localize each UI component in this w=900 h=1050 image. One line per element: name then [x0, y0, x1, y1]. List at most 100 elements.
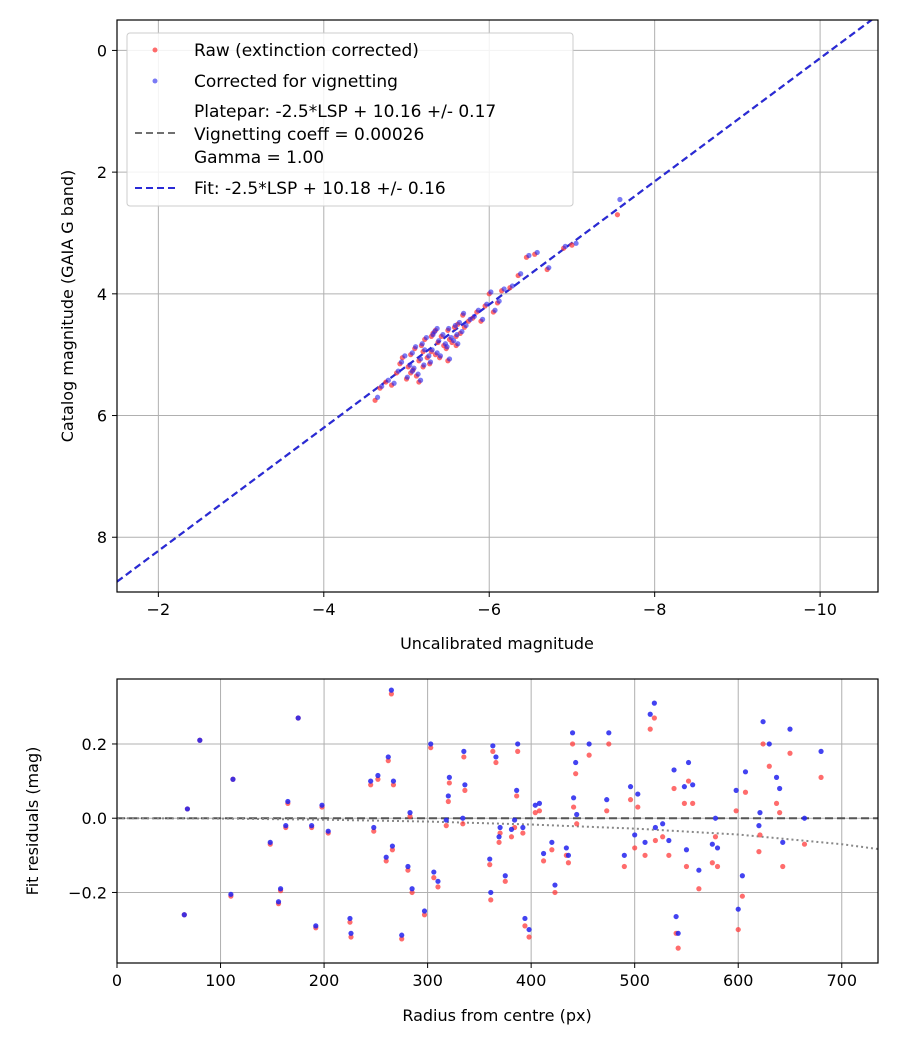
raw-residual-point — [526, 934, 532, 940]
corrected-residual-point — [405, 863, 411, 870]
corrected-point — [501, 286, 507, 292]
corrected-residual-point — [526, 926, 532, 933]
x-tick-label: −2 — [147, 600, 171, 619]
corrected-residual-point — [787, 726, 793, 732]
corrected-point — [440, 332, 446, 338]
raw-residual-point — [532, 810, 538, 816]
corrected-residual-point — [383, 854, 389, 860]
corrected-point — [456, 319, 463, 326]
x-tick-label: 400 — [516, 971, 547, 990]
corrected-residual-point — [407, 810, 413, 816]
corrected-residual-point — [760, 719, 766, 725]
corrected-point — [562, 243, 568, 249]
corrected-point — [526, 252, 532, 259]
y-tick-label: 0 — [97, 41, 107, 60]
corrected-point — [573, 240, 579, 246]
bottom-lines — [117, 817, 878, 851]
y-tick-label: −0.2 — [68, 883, 107, 902]
raw-residual-point — [487, 862, 493, 868]
corrected-point — [409, 350, 415, 356]
x-tick-label: −4 — [312, 600, 336, 619]
corrected-residual-point — [532, 802, 538, 808]
raw-residual-point — [671, 785, 677, 792]
corrected-point — [467, 316, 473, 322]
corrected-residual-point — [515, 741, 521, 747]
raw-residual-point — [714, 863, 721, 870]
raw-residual-point — [514, 793, 520, 799]
corrected-point — [427, 359, 434, 365]
corrected-residual-point — [421, 908, 428, 914]
corrected-residual-point — [627, 784, 634, 790]
raw-residual-point — [488, 897, 494, 903]
raw-residual-point — [760, 741, 766, 747]
corrected-residual-point — [683, 847, 690, 853]
corrected-point — [436, 338, 442, 344]
corrected-residual-point — [295, 715, 301, 721]
corrected-residual-point — [586, 741, 592, 747]
corrected-residual-point — [325, 828, 331, 834]
corrected-point — [459, 328, 465, 335]
raw-residual-point — [552, 889, 558, 896]
raw-residual-point — [383, 858, 389, 864]
raw-residual-point — [712, 834, 719, 840]
corrected-point — [417, 356, 424, 362]
corrected-point — [437, 353, 444, 359]
corrected-residual-point — [563, 845, 569, 851]
raw-residual-point — [388, 691, 394, 697]
corrected-residual-point — [443, 817, 449, 823]
raw-residual-point — [756, 849, 762, 855]
corrected-residual-point — [319, 802, 325, 808]
legend-platepar-label-3: Gamma = 1.00 — [194, 148, 324, 168]
raw-residual-point — [569, 741, 576, 747]
raw-residual-point — [502, 878, 508, 884]
raw-residual-point — [446, 780, 452, 786]
raw-residual-point — [371, 828, 377, 834]
corrected-residual-point — [780, 839, 786, 845]
top-points — [372, 196, 623, 403]
raw-residual-point — [777, 810, 783, 816]
corrected-point — [454, 332, 460, 338]
raw-residual-point — [586, 752, 592, 758]
corrected-residual-point — [347, 915, 353, 922]
raw-residual-point — [742, 789, 749, 795]
corrected-point — [546, 265, 552, 271]
x-tick-label: 700 — [826, 971, 857, 990]
corrected-residual-point — [540, 850, 547, 857]
corrected-residual-point — [435, 878, 441, 884]
raw-residual-point — [515, 748, 521, 754]
raw-residual-point — [347, 919, 353, 925]
corrected-residual-point — [385, 754, 391, 760]
raw-residual-point — [690, 800, 696, 806]
corrected-residual-point — [431, 869, 437, 875]
raw-residual-point — [647, 726, 653, 732]
y-tick-label: 8 — [97, 528, 107, 547]
corrected-residual-point — [389, 843, 396, 849]
corrected-residual-point — [460, 815, 466, 821]
raw-residual-point — [435, 884, 441, 890]
corrected-point — [463, 322, 469, 329]
raw-residual-point — [348, 934, 354, 940]
corrected-residual-point — [757, 810, 763, 816]
corrected-residual-point — [714, 845, 721, 851]
corrected-residual-point — [565, 852, 572, 858]
corrected-point — [509, 283, 515, 289]
raw-residual-point — [522, 923, 528, 929]
y-tick-label: 4 — [97, 285, 107, 304]
corrected-point — [452, 322, 458, 329]
top-ticks: −2 −4 −6 −8 −10 0 2 4 6 8 — [97, 41, 837, 619]
corrected-residual-point — [681, 784, 687, 790]
raw-residual-point — [445, 798, 451, 805]
corrected-residual-point — [446, 774, 452, 780]
raw-residual-point — [428, 745, 434, 751]
x-tick-label: 300 — [412, 971, 443, 990]
corrected-point — [444, 344, 450, 350]
y-tick-label: 0.0 — [82, 809, 107, 828]
corrected-residual-point — [409, 886, 415, 892]
corrected-point — [429, 347, 435, 353]
corrected-point — [518, 271, 524, 277]
raw-residual-point — [651, 715, 657, 721]
raw-residual-point — [604, 808, 610, 814]
corrected-residual-point — [514, 787, 520, 793]
legend-box — [126, 32, 574, 207]
corrected-point — [475, 307, 482, 313]
